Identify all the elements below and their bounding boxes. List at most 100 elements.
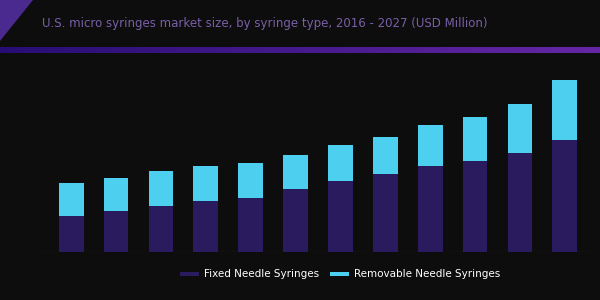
Bar <box>12 47 15 52</box>
Bar <box>186 47 189 52</box>
Bar <box>597 47 600 52</box>
Bar <box>117 47 120 52</box>
Bar <box>418 166 443 252</box>
Bar <box>171 47 174 52</box>
Bar <box>96 47 99 52</box>
Bar <box>306 47 309 52</box>
Bar <box>522 47 525 52</box>
Bar <box>450 47 453 52</box>
Bar <box>0 47 3 52</box>
Text: Fixed Needle Syringes: Fixed Needle Syringes <box>204 268 319 279</box>
Bar <box>135 47 138 52</box>
Bar <box>558 47 561 52</box>
Bar <box>393 47 396 52</box>
Bar <box>328 145 353 181</box>
Bar <box>149 206 173 252</box>
Bar <box>309 47 312 52</box>
Bar <box>246 47 249 52</box>
Bar <box>285 47 288 52</box>
Bar <box>149 171 173 206</box>
Bar <box>174 47 177 52</box>
Bar <box>456 47 459 52</box>
Bar <box>330 47 333 52</box>
Bar <box>567 47 570 52</box>
Bar <box>585 47 588 52</box>
Bar <box>420 47 423 52</box>
Bar <box>366 47 369 52</box>
Bar <box>249 47 252 52</box>
Bar <box>3 47 6 52</box>
Bar <box>183 47 186 52</box>
Bar <box>381 47 384 52</box>
Bar <box>519 47 522 52</box>
Bar <box>243 47 246 52</box>
Bar <box>42 47 45 52</box>
Bar <box>417 47 420 52</box>
Bar <box>463 161 487 252</box>
Bar <box>87 47 90 52</box>
Bar <box>36 47 39 52</box>
Bar <box>576 47 579 52</box>
Bar <box>177 47 180 52</box>
Bar <box>396 47 399 52</box>
Bar <box>144 47 147 52</box>
Bar <box>234 47 237 52</box>
Bar <box>120 47 123 52</box>
Bar <box>213 47 216 52</box>
Bar <box>438 47 441 52</box>
Bar <box>441 47 444 52</box>
Bar <box>336 47 339 52</box>
Bar <box>354 47 357 52</box>
Bar <box>228 47 231 52</box>
Bar <box>78 47 81 52</box>
Bar <box>318 47 321 52</box>
Bar <box>528 47 531 52</box>
Bar <box>141 47 144 52</box>
Bar <box>498 47 501 52</box>
Bar <box>231 47 234 52</box>
Bar <box>588 47 591 52</box>
Bar <box>345 47 348 52</box>
Bar <box>553 140 577 252</box>
Bar <box>444 47 447 52</box>
Bar <box>288 47 291 52</box>
Bar <box>123 47 126 52</box>
Bar <box>104 178 128 211</box>
Bar <box>507 47 510 52</box>
Bar <box>238 197 263 252</box>
Bar <box>508 153 532 252</box>
Bar <box>192 47 195 52</box>
Bar <box>414 47 417 52</box>
Bar <box>561 47 564 52</box>
Bar <box>104 211 128 252</box>
Bar <box>465 47 468 52</box>
Bar <box>114 47 117 52</box>
Bar <box>303 47 306 52</box>
Bar <box>255 47 258 52</box>
Bar <box>69 47 72 52</box>
Bar <box>222 47 225 52</box>
Bar <box>193 201 218 252</box>
Bar <box>432 47 435 52</box>
Bar <box>132 47 135 52</box>
Text: Removable Needle Syringes: Removable Needle Syringes <box>354 268 500 279</box>
Bar <box>369 47 372 52</box>
Bar <box>375 47 378 52</box>
Bar <box>60 47 63 52</box>
Bar <box>294 47 297 52</box>
Bar <box>102 47 105 52</box>
Bar <box>537 47 540 52</box>
Bar <box>168 47 171 52</box>
Bar <box>6 47 9 52</box>
Bar <box>33 47 36 52</box>
Bar <box>426 47 429 52</box>
Bar <box>480 47 483 52</box>
Bar <box>372 47 375 52</box>
Bar <box>138 47 141 52</box>
Bar <box>238 163 263 197</box>
Bar <box>555 47 558 52</box>
Bar <box>462 47 465 52</box>
Bar <box>264 47 267 52</box>
Bar <box>315 47 318 52</box>
Bar <box>63 47 66 52</box>
